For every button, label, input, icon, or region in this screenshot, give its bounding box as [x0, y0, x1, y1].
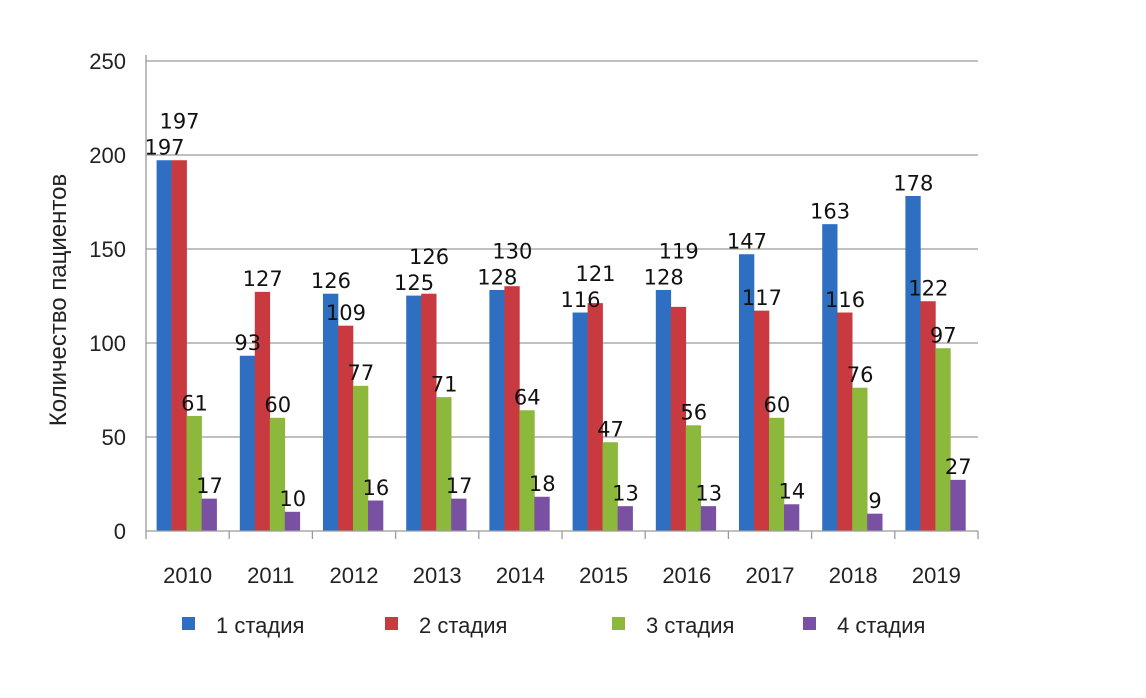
- x-tick-label: 2014: [496, 563, 545, 588]
- bar-1-2015: [572, 312, 588, 532]
- bar-3-2019: [935, 348, 951, 532]
- bar-3-2017: [769, 417, 785, 532]
- data-label: 14: [779, 480, 806, 504]
- y-tick-label: 50: [102, 425, 126, 450]
- data-label: 60: [264, 393, 291, 417]
- bar-4-2016: [700, 506, 717, 532]
- bar-4-2015: [617, 506, 633, 532]
- x-tick-label: 2019: [912, 563, 961, 588]
- x-tick-label: 2017: [746, 563, 795, 588]
- bar-4-2017: [784, 504, 800, 532]
- y-tick-label: 0: [114, 519, 126, 544]
- data-label: 10: [279, 487, 306, 511]
- legend-swatch: [803, 617, 816, 630]
- bar-1-2012: [322, 293, 339, 532]
- data-label: 119: [659, 239, 699, 263]
- data-label: 13: [695, 482, 722, 506]
- data-label: 13: [612, 482, 639, 506]
- bar-2-2013: [421, 293, 437, 532]
- data-label: 116: [560, 288, 600, 312]
- bar-1-2011: [239, 355, 256, 532]
- bar-3-2013: [436, 397, 452, 532]
- y-axis-label: Количество пациентов: [45, 174, 72, 426]
- bar-1-2014: [489, 289, 505, 532]
- data-label: 126: [409, 245, 449, 269]
- legend-swatch: [612, 617, 625, 630]
- x-tick-label: 2015: [579, 563, 628, 588]
- data-label: 76: [847, 363, 874, 387]
- data-label: 197: [159, 110, 199, 134]
- data-label: 128: [477, 265, 517, 289]
- x-tick-label: 2016: [662, 563, 711, 588]
- bar-1-2019: [905, 195, 921, 532]
- legend-label: 2 стадия: [419, 613, 507, 638]
- data-label: 130: [492, 239, 532, 263]
- data-label: 17: [446, 474, 473, 498]
- data-label: 93: [234, 331, 261, 355]
- bar-4-2011: [284, 511, 301, 532]
- data-label: 163: [810, 200, 850, 224]
- bar-4-2019: [950, 479, 966, 532]
- data-label: 178: [893, 171, 933, 195]
- bar-1-2018: [822, 224, 838, 532]
- data-label: 64: [514, 386, 541, 410]
- bar-2-2010: [171, 160, 187, 532]
- data-label: 117: [742, 286, 782, 310]
- data-label: 9: [868, 489, 881, 513]
- legend-swatch: [182, 617, 195, 630]
- data-label: 60: [764, 393, 791, 417]
- data-label: 147: [727, 230, 767, 254]
- data-label: 109: [326, 301, 366, 325]
- bar-4-2010: [201, 498, 217, 532]
- bar-3-2011: [269, 417, 286, 532]
- bar-4-2012: [367, 500, 384, 532]
- data-label: 125: [394, 271, 434, 295]
- data-label: 97: [930, 324, 957, 348]
- bar-1-2013: [406, 295, 422, 532]
- y-tick-label: 200: [89, 143, 126, 168]
- bar-3-2018: [852, 387, 868, 532]
- data-label: 126: [311, 269, 351, 293]
- x-tick-label: 2012: [330, 563, 379, 588]
- x-tick-label: 2010: [163, 563, 212, 588]
- data-label: 56: [680, 401, 707, 425]
- data-label: 77: [348, 361, 375, 385]
- bar-2-2012: [337, 325, 354, 532]
- data-label: 18: [529, 472, 556, 496]
- data-label: 47: [597, 418, 624, 442]
- y-tick-label: 150: [89, 237, 126, 262]
- x-tick-label: 2018: [829, 563, 878, 588]
- legend-label: 4 стадия: [837, 613, 925, 638]
- bar-2-2018: [837, 312, 853, 532]
- bar-2-2017: [754, 310, 770, 532]
- bar-1-2010: [156, 160, 172, 532]
- data-label: 127: [243, 267, 283, 291]
- y-tick-label: 100: [89, 331, 126, 356]
- x-tick-label: 2013: [413, 563, 462, 588]
- data-label: 122: [908, 277, 948, 301]
- bar-4-2018: [867, 513, 883, 532]
- bar-3-2014: [519, 410, 535, 532]
- bar-4-2013: [451, 498, 467, 532]
- data-label: 61: [181, 391, 208, 415]
- bar-4-2014: [534, 496, 550, 532]
- legend-label: 3 стадия: [646, 613, 734, 638]
- data-label: 16: [363, 476, 390, 500]
- bar-3-2016: [685, 425, 702, 532]
- y-tick-label: 250: [89, 49, 126, 74]
- legend-swatch: [385, 617, 398, 630]
- data-label: 116: [825, 288, 865, 312]
- data-label: 197: [144, 136, 184, 160]
- legend-label: 1 стадия: [216, 613, 304, 638]
- data-label: 27: [945, 455, 972, 479]
- data-label: 71: [431, 373, 458, 397]
- data-label: 128: [644, 265, 684, 289]
- data-label: 17: [196, 474, 223, 498]
- bar-3-2012: [352, 385, 369, 532]
- x-tick-label: 2011: [247, 563, 294, 588]
- data-label: 121: [575, 262, 615, 286]
- bar-1-2016: [655, 289, 672, 532]
